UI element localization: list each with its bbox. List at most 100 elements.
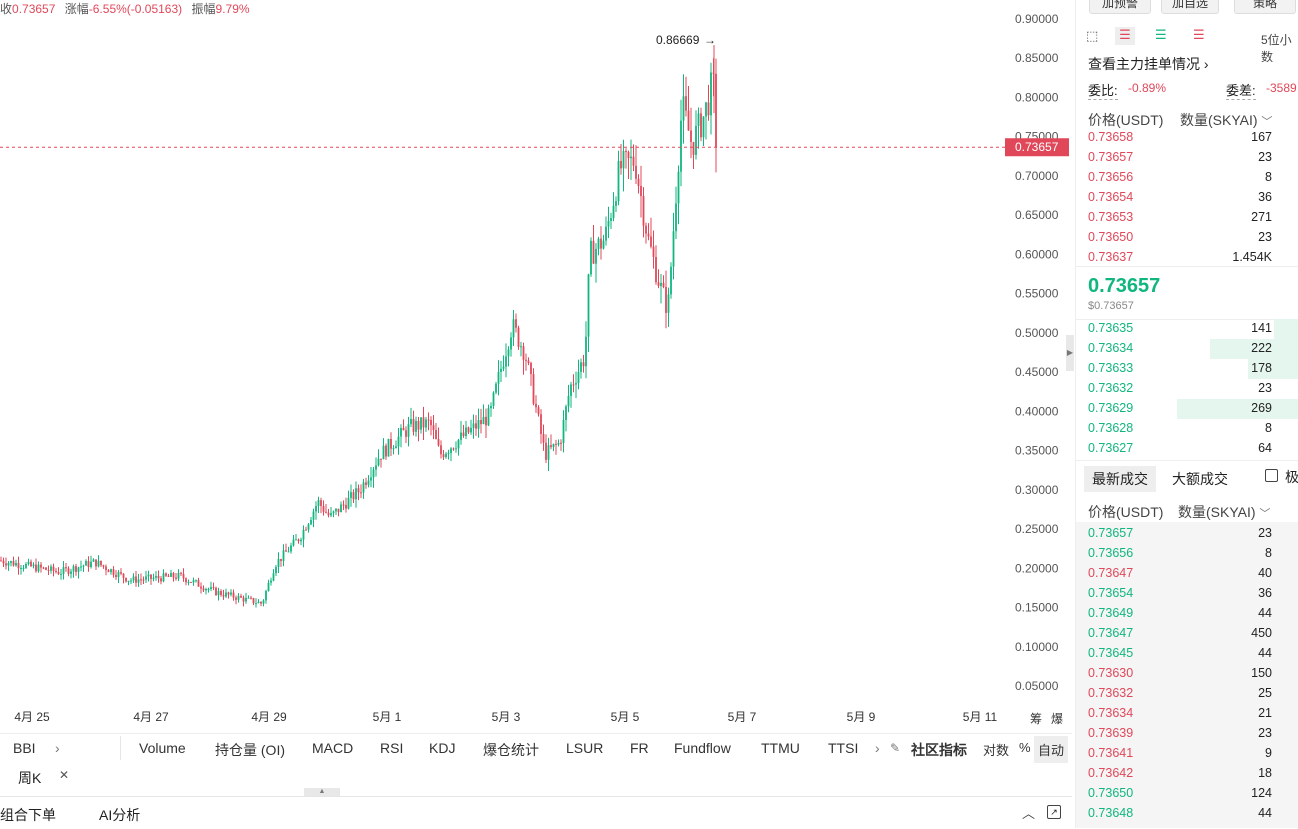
candle-body [460,432,462,440]
bid-row[interactable]: 0.73635 141 [1088,319,1298,339]
bid-row[interactable]: 0.73628 8 [1088,419,1298,439]
chevron-right-icon[interactable]: › [55,740,60,756]
indicator-fundflow[interactable]: Fundflow [674,740,731,756]
candle-body [262,600,265,604]
indicator-ttsi[interactable]: TTSI [828,740,859,756]
ask-qty: 23 [1258,230,1272,244]
decimals-select[interactable]: 5位小数 [1261,33,1292,64]
indicator-oi[interactable]: 持仓量 (OI) [215,742,285,758]
close-icon[interactable]: ✕ [59,768,70,782]
candle-body [80,566,82,568]
candle-body [232,592,235,598]
bid-row[interactable]: 0.73627 64 [1088,439,1298,459]
candle-body [162,573,165,582]
candle-body [545,442,547,460]
candle-body [517,327,520,347]
candle-body [562,419,565,444]
diff-label: 委差: [1226,80,1256,100]
col-qty-header[interactable]: 数量(SKYAI) ﹀ [1180,112,1273,128]
ask-row[interactable]: 0.73656 8 [1088,168,1298,188]
edit-icon[interactable]: ✎ [890,741,901,755]
bid-row[interactable]: 0.73632 23 [1088,379,1298,399]
candle-body [642,196,645,226]
trade-col-qty-header[interactable]: 数量(SKYAI) ﹀ [1178,504,1271,520]
candle-body [272,573,275,581]
indicator-kdj[interactable]: KDJ [429,740,456,756]
extreme-checkbox[interactable] [1265,469,1278,482]
candle-body [242,597,245,602]
trades-bg [1076,522,1298,828]
candle-body [217,591,220,596]
timeframe-weekly[interactable]: 周K [18,770,42,786]
candle-body [85,561,87,566]
tab-latest-trades[interactable]: 最新成交 [1084,466,1156,492]
indicator-bbi[interactable]: BBI [13,740,36,756]
add-alert-button[interactable]: 加预警 [1089,0,1151,14]
y-tick-label: 0.45000 [1015,365,1059,379]
candle-body [497,371,500,384]
candle-body [115,574,117,578]
auto-scale-toggle[interactable]: 自动 [1034,736,1069,763]
asks-only-icon[interactable]: ☰ [1193,27,1205,42]
both-sides-icon[interactable]: ☰ [1115,27,1135,45]
candle-body [207,588,210,590]
trade-row: 0.73654 36 [1088,584,1298,604]
bid-row[interactable]: 0.73633 178 [1088,359,1298,379]
ask-row[interactable]: 0.73653 271 [1088,208,1298,228]
trade-qty: 23 [1258,726,1272,740]
trade-row: 0.73645 44 [1088,644,1298,664]
indicator-liquidation[interactable]: 爆仓统计 [483,742,539,758]
resize-handle[interactable]: ▲ [304,788,340,796]
ask-row[interactable]: 0.73654 36 [1088,188,1298,208]
candle-body [182,573,185,579]
ratio-label: 委比: [1088,80,1118,100]
indicator-fr[interactable]: FR [630,740,649,756]
indicator-macd[interactable]: MACD [312,740,354,756]
chevron-right-icon[interactable]: › [875,740,880,756]
candle-body [477,420,480,429]
tab-large-trades[interactable]: 大额成交 [1172,471,1228,487]
trade-row: 0.73639 23 [1088,724,1298,744]
trade-row: 0.73634 21 [1088,704,1298,724]
panel-collapse-handle[interactable]: ▶ [1066,335,1074,371]
ask-row[interactable]: 0.73657 23 [1088,148,1298,168]
candle-body [582,362,585,367]
percent-scale-toggle[interactable]: % [1019,740,1031,755]
trade-price: 0.73642 [1088,766,1134,780]
candle-body [510,337,512,350]
indicator-ttmu[interactable]: TTMU [761,740,800,756]
combo-order-tab[interactable]: 组合下单 [0,807,56,823]
ask-row[interactable]: 0.73650 23 [1088,228,1298,248]
bid-row[interactable]: 0.73634 222 [1088,339,1298,359]
candle-body [275,567,277,574]
trade-row: 0.73642 18 [1088,764,1298,784]
community-indicators[interactable]: 社区指标 [911,742,967,758]
log-scale-toggle[interactable]: 对数 [983,743,1010,758]
candle-body [692,141,695,155]
kline-chart[interactable]: 0.90000 0.85000 0.80000 0.75000 0.70000 0.650… [0,0,1074,730]
main-orders-link[interactable]: 查看主力挂单情况 › [1088,56,1209,72]
indicator-lsur[interactable]: LSUR [566,740,604,756]
x-tick-label: 4月 29 [251,710,287,724]
strategy-button[interactable]: 策略 [1234,0,1296,14]
ai-analysis-tab[interactable]: AI分析 [99,807,141,823]
candle-body [52,566,55,571]
indicator-rsi[interactable]: RSI [380,740,404,756]
ask-row[interactable]: 0.73637 1.454K [1088,248,1298,268]
extreme-label: 极 [1285,469,1298,485]
chevron-up-icon[interactable]: ︿ [1022,806,1036,821]
ask-row[interactable]: 0.73658 167 [1088,128,1298,148]
trade-qty: 9 [1265,746,1272,760]
bids-only-icon[interactable]: ☰ [1155,27,1167,42]
price-label: 收 [0,2,13,16]
candle-body [287,551,290,553]
indicator-volume[interactable]: Volume [139,740,186,756]
trade-price: 0.73645 [1088,646,1134,660]
trade-qty: 44 [1258,806,1272,820]
candle-body [617,160,620,202]
orderbook-layout-icon[interactable]: ⬚ [1086,28,1099,43]
trade-row: 0.73656 8 [1088,544,1298,564]
bid-row[interactable]: 0.73629 269 [1088,399,1298,419]
expand-icon[interactable]: ↗ [1047,805,1061,819]
add-watchlist-button[interactable]: 加自选 [1161,0,1219,14]
